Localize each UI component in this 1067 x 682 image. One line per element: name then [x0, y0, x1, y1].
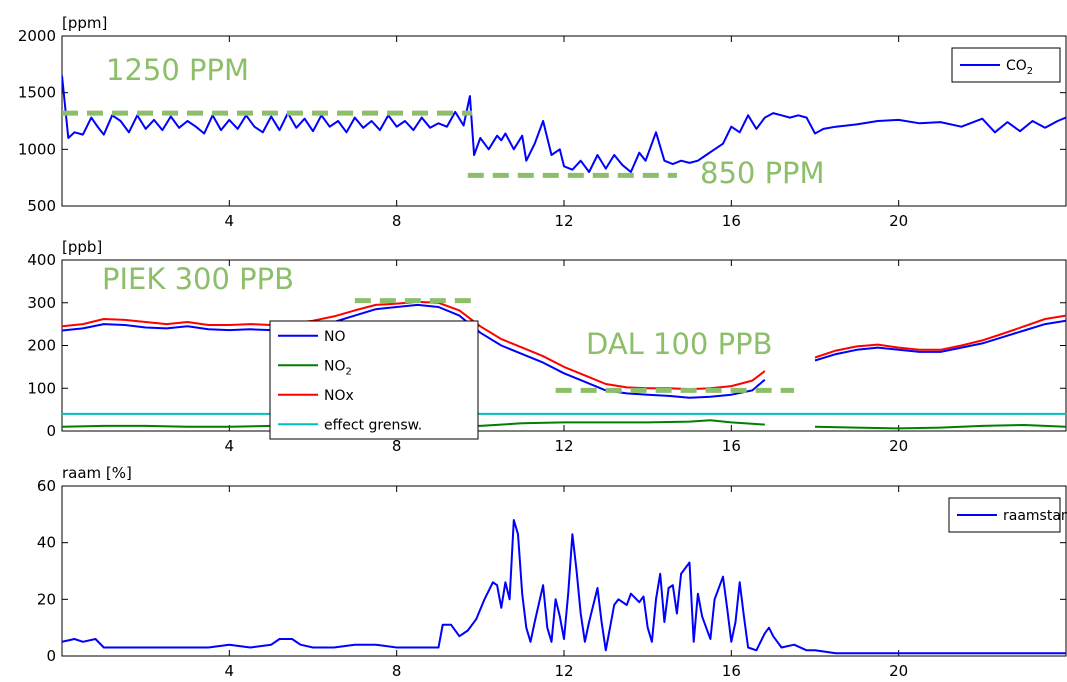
x-tick-label: 12 [554, 437, 573, 455]
y-tick-label: 400 [27, 251, 56, 269]
annotation-label: DAL 100 PPB [586, 327, 772, 361]
series-line-no [62, 303, 1066, 399]
y-tick-label: 200 [27, 337, 56, 355]
y-tick-label: 300 [27, 294, 56, 312]
x-tick-label: 8 [392, 437, 402, 455]
x-tick-label: 20 [889, 662, 908, 680]
y-tick-label: 20 [37, 590, 56, 608]
y-tick-label: 60 [37, 477, 56, 495]
x-tick-label: 20 [889, 212, 908, 230]
series-line-co2 [62, 75, 1066, 173]
y-tick-label: 0 [46, 647, 56, 665]
legend: raamstand [948, 497, 1067, 533]
series-group [62, 75, 1066, 173]
x-tick-label: 4 [225, 662, 235, 680]
x-tick-label: 12 [554, 662, 573, 680]
y-tick-label: 40 [37, 534, 56, 552]
legend-label: effect grensw. [324, 417, 422, 433]
x-tick-label: 12 [554, 212, 573, 230]
annotation-label: 850 PPM [700, 156, 825, 190]
y-axis-label: [ppb] [62, 238, 102, 256]
y-tick-label: 100 [27, 379, 56, 397]
x-tick-label: 4 [225, 437, 235, 455]
x-tick-label: 20 [889, 437, 908, 455]
legend-box [269, 320, 479, 440]
y-tick-label: 500 [27, 197, 56, 215]
legend-label: NO2 [324, 358, 352, 377]
series-group [62, 519, 1066, 655]
y-tick-label: 0 [46, 422, 56, 440]
chart-panel-1: 4 8 12 16 20 500 1000 1500 2000 [ppm] 1250 PPM 850 … [18, 14, 1067, 230]
x-tick-label: 16 [722, 662, 741, 680]
legend-label: CO2 [1006, 58, 1033, 77]
x-tick-label: 8 [392, 662, 402, 680]
y-axis-label: raam [%] [62, 464, 132, 482]
x-tick-label: 16 [722, 212, 741, 230]
annotation-label: PIEK 300 PPB [102, 262, 294, 296]
legend-label: NO [324, 329, 346, 345]
x-tick-label: 4 [225, 212, 235, 230]
legend-label: raamstand [1003, 508, 1067, 524]
legend-label: NOx [324, 388, 354, 404]
y-axis-label: [ppm] [62, 14, 107, 32]
x-tick-label: 8 [392, 212, 402, 230]
annotation-label: 1250 PPM [106, 53, 249, 87]
series-line-raamstand [62, 519, 1066, 655]
legend: NO NO2 NOx effect grensw. [269, 320, 479, 440]
legend: CO2 [951, 47, 1061, 83]
x-tick-label: 16 [722, 437, 741, 455]
series-line-nox [62, 300, 1066, 391]
chart-panel-3: 4 8 12 16 20 0 20 40 60 raam [%] raamstand [37, 464, 1067, 680]
y-tick-label: 2000 [18, 27, 56, 45]
y-tick-label: 1500 [18, 84, 56, 102]
y-tick-label: 1000 [18, 140, 56, 158]
series-group [62, 300, 1066, 430]
